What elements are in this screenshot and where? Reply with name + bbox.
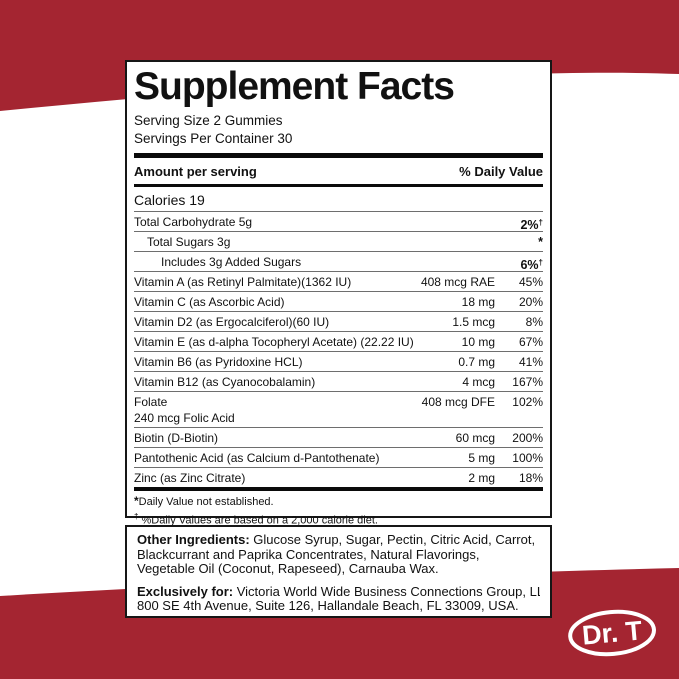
column-header-row: Amount per serving % Daily Value (134, 158, 543, 184)
nutrient-row-vitamin-e: Vitamin E (as d-alpha Tocopheryl Acetate… (134, 332, 543, 352)
footnote-asterisk: *Daily Value not established. (134, 494, 274, 508)
nutrient-row-vitamin-d2: Vitamin D2 (as Ergocalciferol)(60 IU) 1.… (134, 312, 543, 332)
dagger-mark: † (134, 511, 139, 521)
nutrient-amount: 18 mg (461, 294, 495, 309)
nutrient-dv: 200% (512, 430, 543, 445)
nutrient-name: Total Carbohydrate 5g (134, 214, 253, 229)
nutrient-amount: 408 mcg RAE (420, 274, 495, 289)
servings-per-container: Servings Per Container 30 (134, 131, 293, 146)
nutrient-row-total-carbohydrate: Total Carbohydrate 5g 2%† (134, 212, 543, 232)
nutrient-row-folate: Folate 408 mcg DFE 102% 240 mcg Folic Ac… (134, 392, 543, 428)
nutrient-name: Vitamin E (as d-alpha Tocopheryl Acetate… (134, 334, 414, 349)
nutrient-dv: 67% (518, 334, 543, 349)
dagger-mark: † (538, 257, 543, 267)
nutrient-dv: 6% (520, 257, 539, 272)
dagger-mark: † (538, 217, 543, 227)
nutrient-row-vitamin-c: Vitamin C (as Ascorbic Acid) 18 mg 20% (134, 292, 543, 312)
daily-value-header: % Daily Value (459, 164, 543, 179)
logo-oval-icon (568, 609, 656, 657)
nutrient-name: Includes 3g Added Sugars (161, 254, 302, 269)
nutrient-dv: 41% (518, 354, 543, 369)
nutrient-name: Biotin (D-Biotin) (134, 430, 219, 445)
other-ingredients-text: Glucose Syrup, Sugar, Pectin, Citric Aci… (137, 532, 536, 576)
exclusively-for: Exclusively for: Victoria World Wide Bus… (137, 585, 540, 614)
supplement-facts-title: Supplement Facts (134, 65, 455, 108)
nutrient-name: Vitamin C (as Ascorbic Acid) (134, 294, 285, 309)
nutrient-dv: 167% (512, 374, 543, 389)
nutrient-name: Zinc (as Zinc Citrate) (134, 470, 246, 485)
nutrient-name: Folate (134, 394, 168, 409)
exclusively-for-line1: Victoria World Wide Business Connections… (233, 584, 540, 599)
other-ingredients: Other Ingredients: Glucose Syrup, Sugar,… (137, 532, 540, 577)
divider-mid (134, 184, 543, 187)
nutrient-dv: 102% (512, 394, 543, 409)
footnote-dagger: † %Daily Values are based on a 2,000 cal… (134, 511, 378, 527)
divider-thick (134, 153, 543, 158)
nutrient-dv: 100% (512, 450, 543, 465)
nutrient-amount: 4 mcg (462, 374, 495, 389)
nutrient-name: Vitamin B12 (as Cyanocobalamin) (134, 374, 316, 389)
supplement-facts-panel: Supplement Facts Serving Size 2 Gummies … (125, 60, 552, 526)
nutrient-amount: 5 mg (468, 450, 495, 465)
nutrient-row-zinc: Zinc (as Zinc Citrate) 2 mg 18% (134, 468, 543, 487)
nutrient-amount: 408 mcg DFE (421, 394, 495, 409)
nutrient-subline: 240 mcg Folic Acid (134, 410, 235, 425)
nutrient-dv: 45% (518, 274, 543, 289)
nutrient-dv: 8% (525, 314, 543, 329)
dr-t-logo: Dr. T (568, 609, 656, 657)
nutrient-row-vitamin-b12: Vitamin B12 (as Cyanocobalamin) 4 mcg 16… (134, 372, 543, 392)
nutrient-row-total-sugars: Total Sugars 3g * (134, 232, 543, 252)
logo-text: Dr. T (581, 615, 644, 650)
nutrient-amount: 1.5 mcg (452, 314, 495, 329)
nutrient-name: Vitamin D2 (as Ergocalciferol)(60 IU) (134, 314, 330, 329)
nutrient-amount: 60 mcg (455, 430, 495, 445)
nutrient-name: Vitamin B6 (as Pyridoxine HCL) (134, 354, 303, 369)
nutrient-row-added-sugars: Includes 3g Added Sugars 6%† (134, 252, 543, 272)
nutrient-dv: 2% (520, 217, 539, 232)
asterisk-mark: * (538, 234, 543, 249)
asterisk-mark: * (134, 494, 139, 508)
nutrient-dv: 20% (518, 294, 543, 309)
serving-size: Serving Size 2 Gummies (134, 113, 283, 128)
footnotes: *Daily Value not established. † %Daily V… (134, 491, 543, 528)
nutrient-amount: 10 mg (461, 334, 495, 349)
nutrient-dv: 18% (518, 470, 543, 485)
divider-heavy (134, 487, 543, 491)
exclusively-for-label: Exclusively for: (137, 584, 234, 599)
other-ingredients-label: Other Ingredients: (137, 532, 250, 547)
nutrient-amount: 2 mg (468, 470, 495, 485)
nutrient-row-vitamin-a: Vitamin A (as Retinyl Palmitate)(1362 IU… (134, 272, 543, 292)
nutrient-name: Pantothenic Acid (as Calcium d-Pantothen… (134, 450, 380, 465)
nutrient-row-vitamin-b6: Vitamin B6 (as Pyridoxine HCL) 0.7 mg 41… (134, 352, 543, 372)
nutrient-name: Total Sugars 3g (147, 234, 231, 249)
exclusively-for-line2: 800 SE 4th Avenue, Suite 126, Hallandale… (137, 599, 519, 613)
calories-row: Calories 19 (134, 187, 543, 212)
nutrient-row-biotin: Biotin (D-Biotin) 60 mcg 200% (134, 428, 543, 448)
ingredients-panel: Other Ingredients: Glucose Syrup, Sugar,… (125, 525, 552, 618)
amount-per-serving-header: Amount per serving (134, 164, 257, 179)
nutrient-row-pantothenic-acid: Pantothenic Acid (as Calcium d-Pantothen… (134, 448, 543, 468)
nutrient-amount: 0.7 mg (458, 354, 495, 369)
nutrient-name: Vitamin A (as Retinyl Palmitate)(1362 IU… (134, 274, 352, 289)
